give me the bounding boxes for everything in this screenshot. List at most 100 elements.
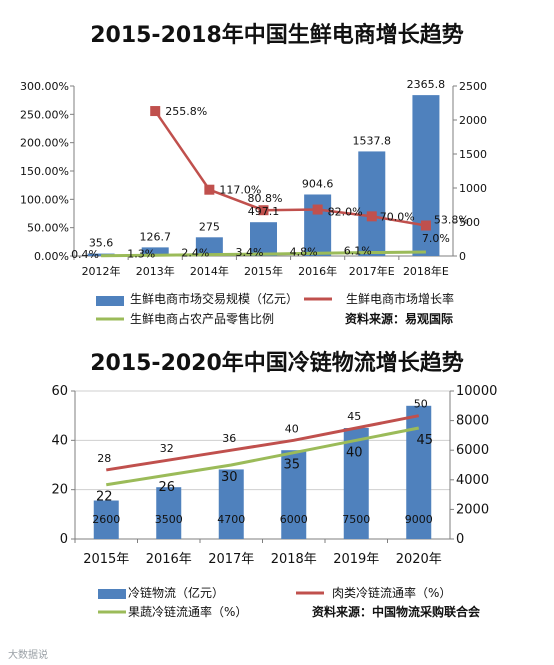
x-tick-label: 2012年 bbox=[82, 264, 121, 278]
y-tick-label-left: 250.00% bbox=[20, 108, 69, 121]
y-tick-label-left: 300.00% bbox=[20, 80, 69, 93]
legend-label: 生鲜电商市场交易规模（亿元） bbox=[130, 291, 298, 306]
growth-rate-label: 40 bbox=[285, 422, 299, 435]
y-tick-label-right: 6000 bbox=[456, 443, 489, 458]
bar-data-label: 7500 bbox=[342, 513, 370, 526]
growth-rate-label: 82.0% bbox=[328, 206, 363, 219]
y-tick-label-left: 0.00% bbox=[34, 250, 69, 263]
y-tick-label-right: 1500 bbox=[459, 148, 487, 161]
x-tick-label: 2014年 bbox=[190, 264, 229, 278]
x-tick-label: 2016年 bbox=[146, 552, 192, 567]
x-tick-label: 2018年E bbox=[403, 264, 449, 278]
growth-rate-label: 255.8% bbox=[165, 105, 207, 118]
y-tick-label-right: 1000 bbox=[459, 182, 487, 195]
y-tick-label-left: 100.00% bbox=[20, 193, 69, 206]
bar bbox=[195, 237, 223, 256]
y-tick-label-right: 0 bbox=[459, 250, 466, 263]
growth-rate-label: 32 bbox=[160, 442, 174, 455]
chart-title: 2015-2018年中国生鲜电商增长趋势 bbox=[90, 22, 464, 48]
y-tick-label-right: 8000 bbox=[456, 414, 489, 429]
bar-data-label: 497.1 bbox=[248, 205, 280, 218]
y-tick-label-right: 2500 bbox=[459, 80, 487, 93]
y-tick-label-right: 2000 bbox=[459, 114, 487, 127]
y-tick-label-left: 60 bbox=[51, 384, 68, 399]
growth-rate-label: 117.0% bbox=[219, 184, 261, 197]
growth-rate-label: 50 bbox=[414, 398, 428, 411]
share-label: 22 bbox=[96, 490, 113, 505]
bar bbox=[281, 450, 307, 539]
y-tick-label-right: 2000 bbox=[456, 502, 489, 517]
legend-label: 肉类冷链流通率（%） bbox=[332, 585, 451, 600]
y-tick-label-right: 4000 bbox=[456, 473, 489, 488]
share-label: 2.4% bbox=[181, 247, 209, 260]
y-tick-label-left: 20 bbox=[51, 483, 68, 498]
bar-data-label: 3500 bbox=[155, 513, 183, 526]
bar-data-label: 9000 bbox=[405, 513, 433, 526]
x-tick-label: 2020年 bbox=[396, 552, 442, 567]
bar-data-label: 6000 bbox=[280, 513, 308, 526]
bar bbox=[250, 222, 277, 256]
bar-data-label: 126.7 bbox=[139, 230, 171, 243]
source-note: 资料来源：中国物流采购联合会 bbox=[312, 604, 481, 619]
x-tick-label: 2015年 bbox=[83, 552, 129, 567]
y-tick-label-right: 500 bbox=[459, 216, 480, 229]
share-label: 6.1% bbox=[344, 245, 372, 258]
x-tick-label: 2015年 bbox=[244, 264, 283, 278]
share-line bbox=[106, 426, 420, 487]
bar bbox=[218, 469, 244, 539]
share-label: 3.4% bbox=[236, 246, 264, 259]
growth-rate-label: 45 bbox=[347, 410, 361, 423]
share-label: 40 bbox=[346, 445, 363, 460]
growth-rate-marker bbox=[420, 220, 431, 231]
share-label: 30 bbox=[221, 470, 238, 485]
growth-rate-label: 28 bbox=[97, 452, 111, 465]
growth-rate-marker bbox=[204, 184, 215, 195]
legend-label: 果蔬冷链流通率（%） bbox=[128, 604, 247, 619]
watermark: 大数据说 bbox=[8, 648, 48, 661]
bar-data-label: 1537.8 bbox=[353, 134, 392, 147]
y-tick-label-right: 10000 bbox=[456, 384, 497, 399]
chart-title: 2015-2020年中国冷链物流增长趋势 bbox=[90, 350, 464, 376]
bar bbox=[93, 500, 119, 539]
x-tick-label: 2017年E bbox=[349, 264, 395, 278]
share-line bbox=[101, 250, 426, 258]
legend-label: 生鲜电商市场增长率 bbox=[346, 291, 454, 306]
share-label: 0.4% bbox=[71, 248, 99, 261]
x-tick-label: 2018年 bbox=[271, 552, 317, 567]
y-tick-label-left: 0 bbox=[60, 532, 68, 547]
growth-rate-line bbox=[154, 110, 427, 227]
y-tick-label-left: 150.00% bbox=[20, 165, 69, 178]
growth-rate-marker bbox=[150, 106, 161, 117]
legend-label: 冷链物流（亿元） bbox=[128, 585, 224, 600]
growth-rate-label: 36 bbox=[222, 432, 236, 445]
growth-rate-label: 53.8% bbox=[434, 214, 469, 227]
y-tick-label-left: 40 bbox=[51, 433, 68, 448]
growth-rate-line bbox=[106, 414, 420, 472]
bar-data-label: 2365.8 bbox=[407, 78, 446, 91]
bar-data-label: 275 bbox=[199, 220, 220, 233]
share-label: 45 bbox=[416, 433, 433, 448]
x-tick-label: 2019年 bbox=[333, 552, 379, 567]
source-note: 资料来源：易观国际 bbox=[345, 311, 453, 326]
legend-swatch-bars bbox=[98, 589, 126, 599]
share-label: 35 bbox=[283, 458, 300, 473]
bar-data-label: 4700 bbox=[217, 513, 245, 526]
legend-swatch-bars bbox=[96, 296, 124, 306]
y-tick-label-right: 0 bbox=[456, 532, 464, 547]
x-tick-label: 2016年 bbox=[298, 264, 337, 278]
bar bbox=[156, 487, 182, 539]
growth-rate-label: 80.8% bbox=[248, 192, 283, 205]
bar-data-label: 2600 bbox=[92, 513, 120, 526]
x-tick-label: 2013年 bbox=[136, 264, 175, 278]
share-label: 7.0% bbox=[422, 232, 450, 245]
bar-data-label: 35.6 bbox=[89, 237, 114, 250]
legend-label: 生鲜电商占农产品零售比例 bbox=[130, 311, 274, 326]
bar-data-label: 904.6 bbox=[302, 177, 334, 190]
share-label: 26 bbox=[158, 480, 175, 495]
y-tick-label-left: 50.00% bbox=[27, 222, 69, 235]
y-tick-label-left: 200.00% bbox=[20, 137, 69, 150]
growth-rate-marker bbox=[312, 204, 323, 215]
growth-rate-marker bbox=[366, 211, 377, 222]
share-label: 1.3% bbox=[127, 247, 155, 260]
